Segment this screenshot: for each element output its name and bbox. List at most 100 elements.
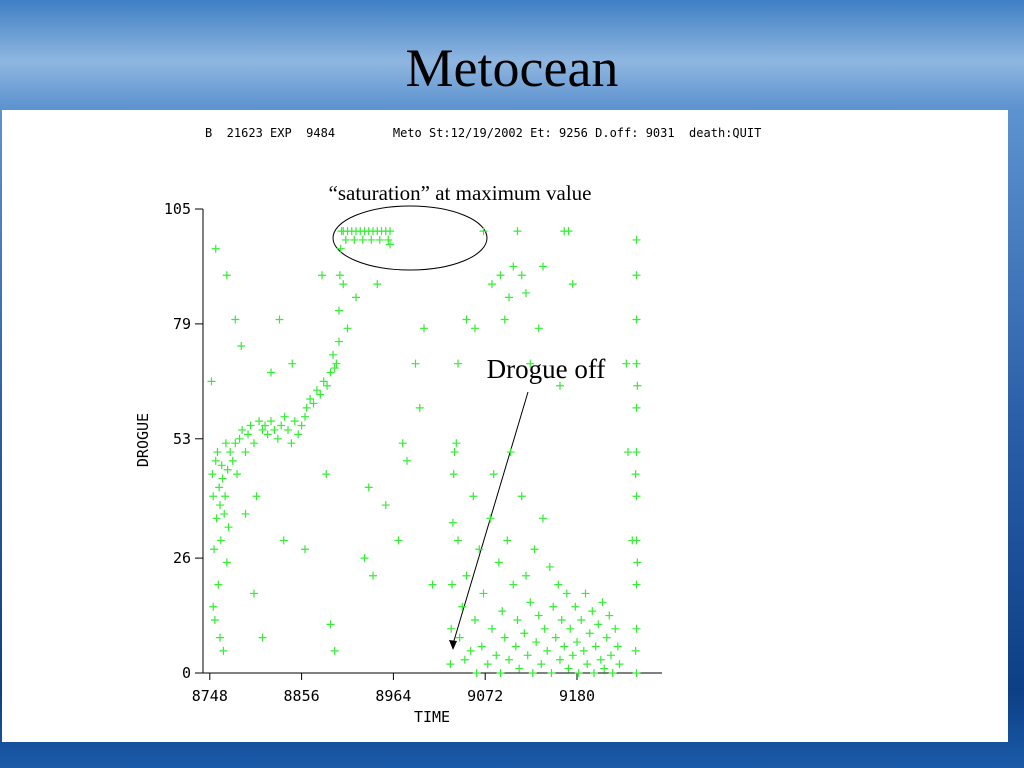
point [384,235,393,244]
point [632,271,641,280]
point [469,492,478,501]
y-axis-label: DROGUE [134,413,152,467]
point [360,554,369,563]
point [506,448,515,457]
point [479,589,488,598]
point [598,598,607,607]
point [224,523,233,532]
point [226,448,235,457]
x-tick-label: 9072 [467,687,503,705]
point [301,545,309,554]
y-tick-label: 105 [164,200,191,218]
point [615,660,624,669]
point [316,390,325,399]
point [255,417,264,426]
annotation: “saturation” at maximum value [329,181,592,205]
point [322,470,331,479]
x-tick-label: 9180 [559,687,595,705]
y-tick-label: 0 [182,664,191,682]
point [428,580,437,589]
point [332,359,341,368]
point [364,483,373,492]
point [511,642,520,651]
point [513,615,522,624]
y-tick-label: 26 [173,549,191,567]
point [302,403,311,412]
point [539,514,547,523]
point [562,589,571,598]
y-tick-label: 53 [173,430,191,448]
point [319,377,328,386]
point [632,403,641,412]
point [568,651,577,660]
point [492,651,501,660]
point [472,669,481,677]
point [343,324,352,333]
point [231,439,240,448]
point [494,558,503,567]
point [447,624,456,633]
point [326,368,335,377]
point [564,664,573,673]
point [273,434,282,443]
point [218,474,227,483]
chart-header: B 21623 EXP 9484 Meto St:12/19/2002 Et: … [205,126,761,140]
point [420,324,428,333]
point [336,244,345,253]
point [258,633,267,642]
point [212,514,221,523]
point [241,448,250,457]
point [632,580,641,589]
point [369,571,377,580]
point [460,655,469,664]
point [498,607,507,616]
point [622,359,631,368]
point [237,341,246,350]
point [573,638,581,647]
point [450,448,459,457]
point [488,280,496,289]
point [267,368,275,377]
point [543,646,552,655]
point [554,580,563,589]
point [515,664,524,673]
point [454,359,462,368]
point [608,669,617,677]
point [631,646,640,655]
point [537,660,546,669]
point [446,660,455,669]
point [267,417,275,426]
point [489,470,498,479]
point [329,350,338,359]
point [471,324,479,333]
point [571,602,580,611]
point [560,642,569,651]
point [520,629,529,638]
point [275,315,284,324]
point [294,430,303,439]
point [309,399,318,408]
point [301,412,309,421]
point [318,271,326,280]
point [500,315,509,324]
point [335,271,344,280]
point [210,545,219,554]
point [287,439,296,448]
point [466,646,475,655]
point [386,240,394,249]
point [488,624,496,633]
point [216,633,224,642]
point [350,235,359,244]
point [462,571,471,580]
point [509,262,518,271]
point [530,545,539,554]
point [211,244,220,253]
point [455,633,464,642]
point [448,580,457,589]
point [208,470,217,479]
point [522,571,530,580]
point [375,235,384,244]
point [471,615,479,624]
point [216,501,224,510]
point [633,381,642,390]
